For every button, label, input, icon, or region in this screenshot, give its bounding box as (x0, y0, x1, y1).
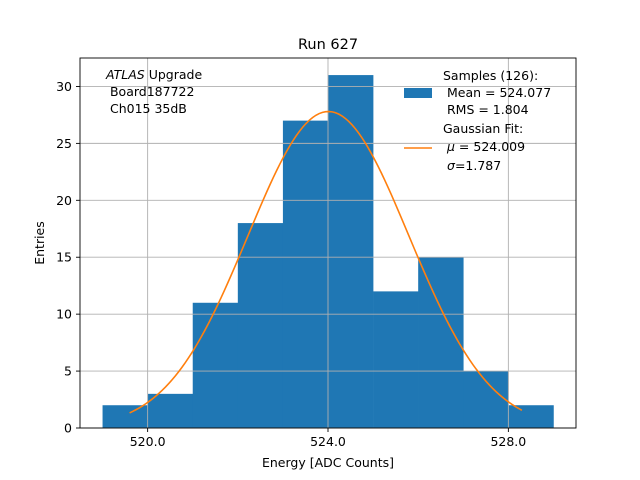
histogram-bar-1 (147, 393, 194, 428)
y-tick-label-4: 20 (56, 193, 72, 208)
histogram-bar-6 (373, 291, 419, 428)
histogram-bar-3 (237, 223, 284, 428)
histogram-bar-8 (463, 371, 509, 428)
histogram-bars (80, 58, 576, 429)
y-tick-label-3: 15 (56, 250, 72, 265)
y-tick-label-0: 0 (64, 421, 72, 436)
y-tick-label-5: 25 (56, 136, 72, 151)
y-tick-label-2: 10 (56, 307, 72, 322)
annotation-board: Board187722 (106, 84, 194, 99)
gaussian-fit (129, 110, 523, 414)
legend-histogram-swatch (404, 88, 432, 98)
x-axis-label: Energy [ADC Counts] (262, 455, 394, 470)
histogram-bar-0 (102, 405, 148, 428)
legend-mean: Mean = 524.077 (443, 85, 551, 100)
x-tick-label-2: 528.0 (490, 434, 526, 449)
legend-samples: Samples (126): (443, 68, 538, 83)
y-axis-label: Entries (32, 221, 47, 265)
histogram-bar-9 (508, 405, 554, 428)
annotation-atlas: ATLAS (105, 67, 145, 82)
histogram-bar-4 (282, 120, 329, 429)
annotation-upgrade: Upgrade (145, 67, 203, 82)
legend-fit-mu: μ = 524.009 (446, 139, 525, 154)
x-tick-label-0: 520.0 (130, 434, 166, 449)
legend-mu-value: = 524.009 (455, 139, 525, 154)
y-tick-label-1: 5 (64, 364, 72, 379)
chart-title: Run 627 (298, 37, 358, 53)
annotation-line-1: ATLAS Upgrade (105, 67, 202, 82)
x-tick-label-1: 524.0 (310, 434, 346, 449)
y-axis-ticks: 0 5 10 15 20 25 30 (56, 79, 80, 436)
x-axis-ticks: 520.0 524.0 528.0 (130, 428, 526, 449)
legend-rms: RMS = 1.804 (443, 102, 529, 117)
gaussian-fit-curve (129, 110, 523, 414)
histogram-bar-5 (328, 75, 374, 428)
legend-sigma-symbol: σ (447, 158, 456, 173)
legend-fit-title: Gaussian Fit: (443, 121, 523, 136)
legend-fit-sigma: σ=1.787 (447, 158, 501, 173)
histogram-bar-2 (192, 302, 239, 428)
y-tick-label-6: 30 (56, 79, 72, 94)
histogram-bar-7 (418, 257, 464, 428)
annotation-channel: Ch015 35dB (106, 101, 187, 116)
legend-mu-symbol: μ (446, 139, 455, 154)
atlas-annotation: ATLAS Upgrade Board187722 Ch015 35dB (105, 67, 202, 116)
legend-sigma-value: =1.787 (455, 158, 501, 173)
legend: Samples (126): Mean = 524.077 RMS = 1.80… (404, 68, 551, 173)
